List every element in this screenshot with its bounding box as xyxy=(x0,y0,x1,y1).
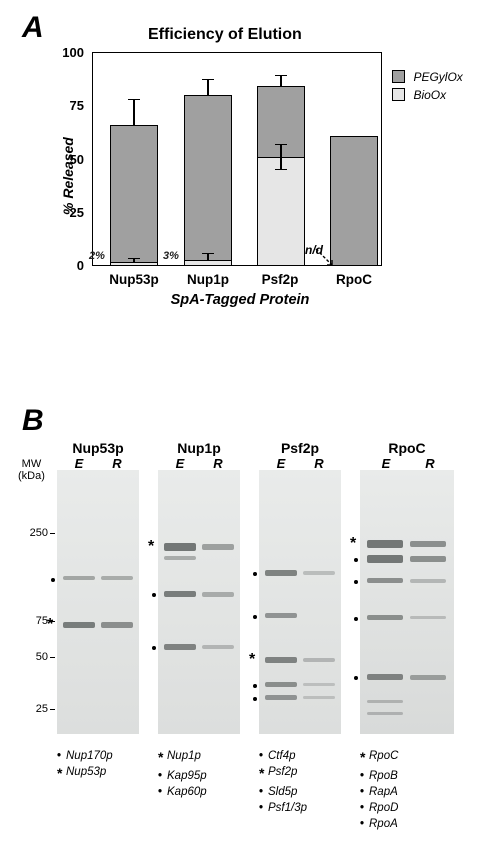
gel-3-name: RpoC xyxy=(360,440,454,456)
legend-text-bio: BioOx xyxy=(413,88,446,102)
panel-a-label: A xyxy=(22,11,44,45)
mw-dash xyxy=(50,657,55,658)
gel-2-marker-dot xyxy=(253,684,257,688)
y-axis-label: % Released xyxy=(60,137,76,215)
gel-1-marker-dot xyxy=(152,646,156,650)
gel-0-legend: •Nup170p *Nup53p xyxy=(57,748,113,784)
cat-0: Nup53p xyxy=(94,272,174,287)
bar-peg-1 xyxy=(184,95,232,266)
gel-1-marker-star: * xyxy=(148,539,154,555)
ytick-50: 50 xyxy=(62,152,84,167)
gel-0-lane-r: R xyxy=(101,456,133,471)
mw-header: MW(kDa) xyxy=(18,458,45,482)
gel-2-legend: •Ctf4p *Psf2p •Sld5p •Psf1/3p xyxy=(259,748,307,816)
gel-2-marker-dot xyxy=(253,697,257,701)
gel-2 xyxy=(259,470,341,734)
gel-3-lane-e: E xyxy=(368,456,404,471)
mw-25: 25 xyxy=(22,703,48,715)
legend-swatch-bio xyxy=(392,88,405,101)
cat-1: Nup1p xyxy=(170,272,246,287)
gel-2-marker-dot xyxy=(253,572,257,576)
gel-3-marker-dot xyxy=(354,580,358,584)
bar-label-bio-1: 3% xyxy=(158,250,184,262)
gel-1-lane-r: R xyxy=(202,456,234,471)
bar-label-bio-0: 2% xyxy=(84,250,110,262)
gel-2-lane-r: R xyxy=(303,456,335,471)
gel-0-name: Nup53p xyxy=(57,440,139,456)
mw-75: 75 xyxy=(22,615,48,627)
gel-2-name: Psf2p xyxy=(259,440,341,456)
bar-peg-0 xyxy=(110,125,158,266)
ytick-75: 75 xyxy=(62,98,84,113)
gel-2-marker-star: * xyxy=(249,652,255,668)
gel-1 xyxy=(158,470,240,734)
chart-title: Efficiency of Elution xyxy=(148,26,302,44)
gel-3 xyxy=(360,470,454,734)
gel-3-legend: *RpoC •RpoB •RapA •RpoD •RpoA xyxy=(360,748,398,832)
nd-arrow xyxy=(314,246,336,268)
gel-1-marker-dot xyxy=(152,593,156,597)
figure-root: { "panelA": { "label": "A", "title": "Ef… xyxy=(0,0,501,843)
gel-3-marker-star: * xyxy=(350,536,356,552)
bar-peg-3 xyxy=(330,136,378,266)
ytick-25: 25 xyxy=(62,205,84,220)
gel-2-lane-e: E xyxy=(265,456,297,471)
mw-dash xyxy=(50,533,55,534)
gel-0-marker-dot xyxy=(51,578,55,582)
gel-0-marker-star: * xyxy=(47,617,53,633)
cat-2: Psf2p xyxy=(242,272,318,287)
bar-bioox-2 xyxy=(257,157,305,266)
legend-swatch-peg xyxy=(392,70,405,83)
gel-3-marker-dot xyxy=(354,676,358,680)
chart-area: 66% 2% 80% 3% 84% 51% 61% xyxy=(92,52,382,266)
legend-bio: BioOx xyxy=(392,86,446,104)
bar-bioox-0 xyxy=(110,262,158,266)
gel-3-marker-dot xyxy=(354,558,358,562)
gel-1-lane-e: E xyxy=(164,456,196,471)
gel-1-name: Nup1p xyxy=(158,440,240,456)
gel-0 xyxy=(57,470,139,734)
mw-dash xyxy=(50,709,55,710)
legend-peg: PEGylOx xyxy=(392,68,463,86)
gel-2-marker-dot xyxy=(253,615,257,619)
legend-text-peg: PEGylOx xyxy=(413,70,462,84)
mw-50: 50 xyxy=(22,651,48,663)
gel-3-marker-dot xyxy=(354,617,358,621)
x-axis-label: SpA-Tagged Protein xyxy=(130,292,350,308)
ytick-0: 0 xyxy=(62,258,84,273)
gel-3-lane-r: R xyxy=(412,456,448,471)
cat-3: RpoC xyxy=(316,272,392,287)
gel-1-legend: *Nup1p •Kap95p •Kap60p xyxy=(158,748,207,800)
mw-250: 250 xyxy=(22,527,48,539)
ytick-100: 100 xyxy=(56,45,84,60)
panel-b-label: B xyxy=(22,404,44,438)
gel-0-lane-e: E xyxy=(63,456,95,471)
